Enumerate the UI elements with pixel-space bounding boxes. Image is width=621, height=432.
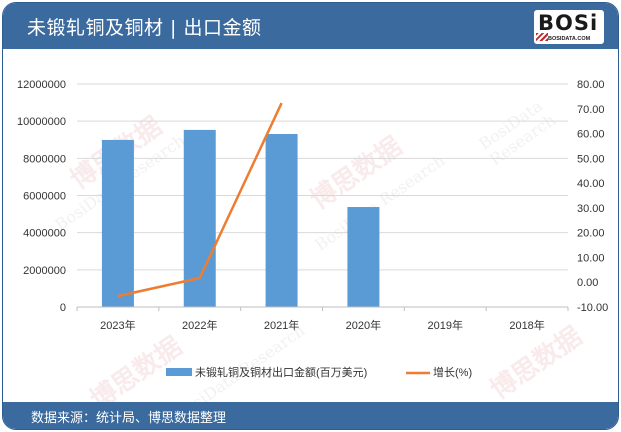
data-source: 数据来源：统计局、博思数据整理 [31,411,227,426]
right-axis-ticks: -10.00 0.00 10.00 20.00 30.00 40.00 50.00 60.00… [577,79,608,314]
legend: 未锻轧铜及铜材出口金额(百万美元) 增长(%) [166,365,472,379]
x-tick-label: 2019年 [428,318,463,332]
line-series [117,102,283,298]
chart-title: 未锻轧铜及铜材 | 出口金额 [27,17,262,39]
left-tick-label: 2000000 [23,265,66,277]
combo-chart: 0 2000000 4000000 6000000 8000000 10000000 120… [17,79,608,379]
left-tick-label: 0 [60,302,66,314]
right-tick-label: 80.00 [577,79,605,91]
legend-bar-swatch [166,368,192,376]
legend-line-label: 增长(%) [433,365,472,379]
right-tick-label: 20.00 [577,228,605,240]
right-tick-label: 60.00 [577,129,605,141]
x-tick-label: 2018年 [509,318,544,332]
right-tick-label: 40.00 [577,178,605,190]
x-tick-label: 2020年 [346,318,381,332]
logo-text: BOSi [538,11,599,35]
left-axis-ticks: 0 2000000 4000000 6000000 8000000 10000000 120… [17,79,66,314]
legend-bar-label: 未锻轧铜及铜材出口金额(百万美元) [195,365,367,379]
right-tick-label: 0.00 [577,277,598,289]
left-tick-label: 4000000 [23,228,66,240]
header-bar: 未锻轧铜及铜材 | 出口金额 BOSi BOSIDATA.COM [3,3,618,49]
left-tick-label: 10000000 [17,116,66,128]
right-tick-label: 10.00 [577,252,605,264]
bar [347,207,380,307]
left-tick-label: 6000000 [23,191,66,203]
left-tick-label: 8000000 [23,153,66,165]
logo-subtext: BOSIDATA.COM [548,36,591,42]
bosi-logo: BOSi BOSIDATA.COM [534,10,604,44]
gridlines [77,83,568,271]
x-tick-label: 2021年 [264,318,299,332]
right-tick-label: 70.00 [577,104,605,116]
x-axis: 2023年 2022年 2021年 2020年 2019年 2018年 [76,306,569,332]
x-tick-label: 2023年 [100,318,135,332]
growth-line [117,102,283,298]
x-tick-label: 2022年 [182,318,217,332]
left-tick-label: 12000000 [17,79,66,91]
right-tick-label: -10.00 [577,302,608,314]
right-tick-label: 50.00 [577,153,605,165]
footer-bar: 数据来源：统计局、博思数据整理 [3,402,618,429]
logo-stripe-icon [536,33,548,41]
bar [101,139,134,307]
right-tick-label: 30.00 [577,203,605,215]
bar [265,133,298,307]
bar-series [101,129,380,307]
